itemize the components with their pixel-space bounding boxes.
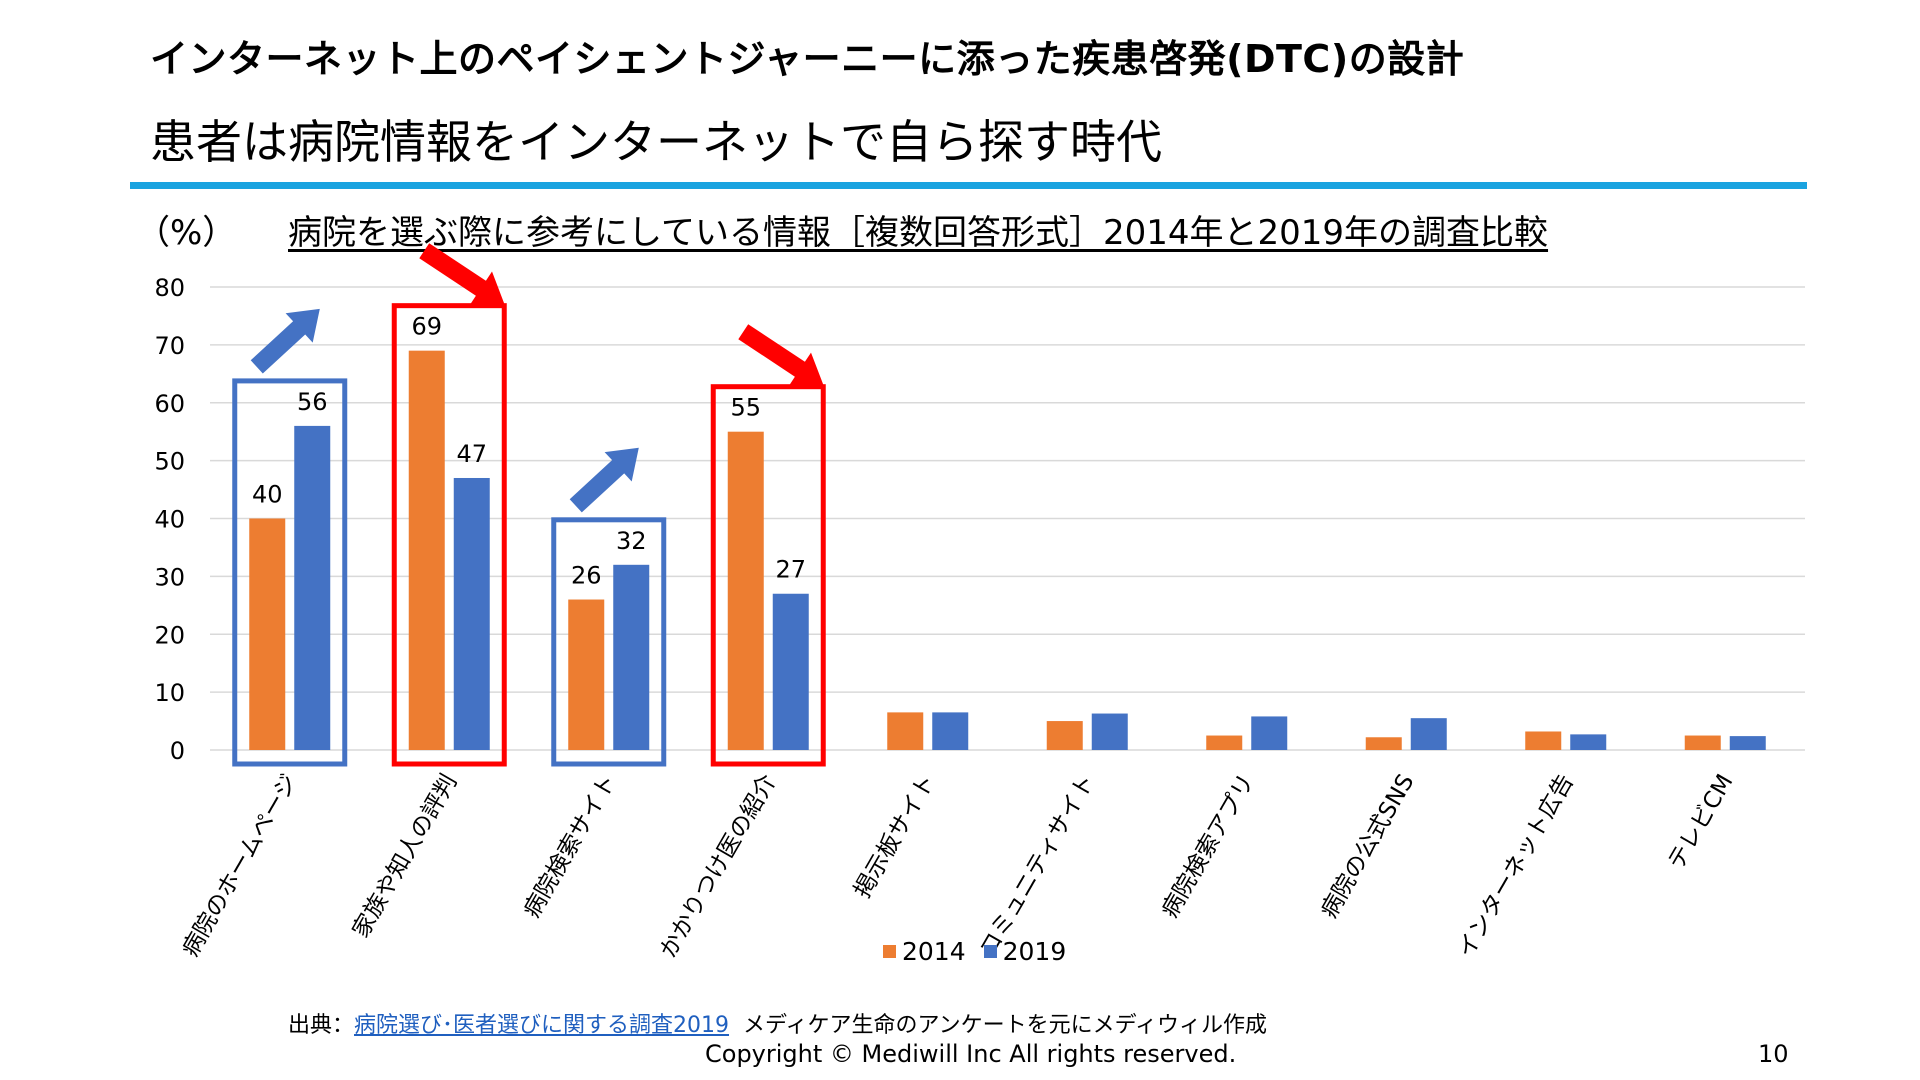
x-tick-label-5: コミュニティサイト bbox=[975, 770, 1100, 961]
bar-2019-4 bbox=[932, 712, 969, 750]
x-tick-label-7: 病院の公式SNS bbox=[1316, 770, 1419, 923]
copyright: Copyright © Mediwill Inc All rights rese… bbox=[705, 1040, 1237, 1068]
bar-2014-6 bbox=[1206, 735, 1243, 750]
bar-2019-1 bbox=[453, 477, 490, 750]
data-label-2019-2: 32 bbox=[616, 527, 647, 555]
highlight-box-0 bbox=[232, 378, 348, 767]
arrow-up-icon-2 bbox=[569, 447, 639, 513]
bar-2019-8 bbox=[1570, 734, 1607, 750]
y-tick-label-60: 60 bbox=[154, 390, 185, 418]
source-note: 出典：病院選び･医者選びに関する調査2019 メディケア生命のアンケートを元にメ… bbox=[288, 1007, 1267, 1039]
data-label-2014-0: 40 bbox=[252, 481, 283, 509]
data-label-2019-0: 56 bbox=[297, 388, 328, 416]
data-label-2019-3: 27 bbox=[775, 556, 806, 584]
y-tick-label-10: 10 bbox=[154, 679, 185, 707]
y-tick-label-40: 40 bbox=[154, 506, 185, 534]
bar-2014-0 bbox=[249, 518, 286, 750]
bar-2019-9 bbox=[1729, 736, 1766, 750]
bar-2019-5 bbox=[1091, 713, 1128, 750]
x-tick-label-9: テレビCM bbox=[1663, 770, 1738, 874]
bar-2014-5 bbox=[1046, 721, 1083, 750]
bar-2019-7 bbox=[1410, 718, 1447, 750]
bar-2014-8 bbox=[1525, 731, 1562, 750]
y-tick-label-80: 80 bbox=[154, 274, 185, 302]
chart-title: 病院を選ぶ際に参考にしている情報［複数回答形式］2014年と2019年の調査比較 bbox=[288, 213, 1549, 253]
x-tick-label-3: かかりつけ医の紹介 bbox=[655, 770, 781, 962]
x-tick-label-8: インターネット広告 bbox=[1453, 770, 1579, 962]
data-label-2014-2: 26 bbox=[571, 562, 602, 590]
page-title: インターネット上のペイシェントジャーニーに添った疾患啓発(DTC)の設計 bbox=[150, 37, 1465, 81]
data-label-2019-1: 47 bbox=[456, 440, 487, 468]
bar-2019-2 bbox=[613, 564, 650, 750]
bar-2014-3 bbox=[727, 431, 764, 750]
title-divider bbox=[130, 182, 1807, 189]
legend-label-2014: 2014 bbox=[902, 937, 966, 966]
source-link[interactable]: 病院選び･医者選びに関する調査2019 bbox=[354, 1013, 730, 1038]
y-tick-label-50: 50 bbox=[154, 448, 185, 476]
page-subtitle: 患者は病院情報をインターネットで自ら探す時代 bbox=[150, 115, 1162, 169]
arrow-down-icon-1 bbox=[419, 243, 505, 305]
bar-2019-3 bbox=[772, 593, 809, 750]
bar-2019-6 bbox=[1251, 716, 1288, 750]
data-label-2014-3: 55 bbox=[730, 394, 761, 422]
bar-2019-0 bbox=[294, 425, 331, 750]
highlight-box-3 bbox=[710, 384, 826, 767]
arrow-up-icon-0 bbox=[250, 308, 320, 374]
bar-2014-4 bbox=[887, 712, 924, 750]
highlight-box-1 bbox=[391, 303, 507, 767]
legend-swatch-2014 bbox=[883, 945, 896, 958]
bar-2014-9 bbox=[1684, 735, 1721, 750]
bar-2014-7 bbox=[1365, 737, 1402, 750]
arrow-down-icon-3 bbox=[738, 324, 824, 386]
source-prefix: 出典： bbox=[288, 1013, 355, 1038]
y-tick-label-30: 30 bbox=[154, 563, 185, 591]
highlight-box-2 bbox=[551, 517, 667, 767]
x-tick-label-6: 病院検索アプリ bbox=[1157, 770, 1260, 922]
data-label-2014-1: 69 bbox=[411, 313, 442, 341]
legend-label-2019: 2019 bbox=[1002, 937, 1067, 966]
legend-swatch-2019 bbox=[983, 945, 997, 958]
y-tick-label-20: 20 bbox=[154, 621, 185, 649]
source-suffix: メディケア生命のアンケートを元にメディウィル作成 bbox=[743, 1013, 1268, 1038]
chart-legend: 2014 2019 bbox=[883, 937, 1084, 966]
x-tick-label-1: 家族や知人の評判 bbox=[348, 770, 463, 942]
x-tick-label-0: 病院のホームページ bbox=[177, 770, 302, 961]
x-tick-label-2: 病院検索サイト bbox=[519, 770, 622, 922]
y-tick-label-70: 70 bbox=[154, 332, 185, 360]
y-axis-unit-label: （%） bbox=[136, 213, 237, 253]
y-tick-label-0: 0 bbox=[170, 737, 185, 765]
bar-2014-1 bbox=[408, 350, 445, 750]
legend-item-2014: 2014 bbox=[883, 937, 966, 966]
x-tick-label-4: 掲示板サイト bbox=[849, 770, 941, 903]
bar-2014-2 bbox=[568, 599, 605, 750]
page-number: 10 bbox=[1758, 1040, 1789, 1068]
legend-item-2019: 2019 bbox=[983, 937, 1067, 966]
